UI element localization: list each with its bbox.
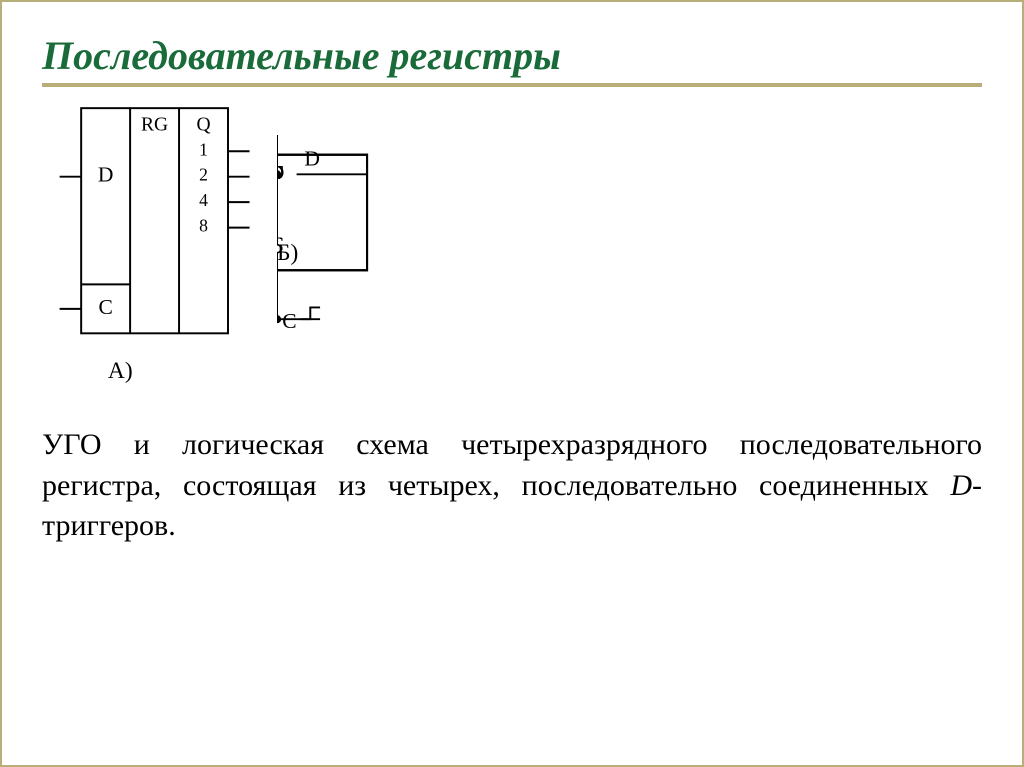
svg-text:D: D <box>305 147 321 171</box>
svg-text:2: 2 <box>199 165 208 185</box>
svg-text:D: D <box>98 163 114 187</box>
svg-text:А): А) <box>108 358 133 384</box>
title-rule <box>42 83 982 87</box>
svg-text:4: 4 <box>199 190 208 210</box>
svg-text:C: C <box>98 295 112 319</box>
description-text: УГО и логическая схема четырехразрядного… <box>42 425 982 547</box>
ugo-diagram: RG D C Q 1 2 4 8 А) <box>42 105 267 405</box>
svg-text:C: C <box>282 309 296 333</box>
svg-text:RG: RG <box>141 114 168 135</box>
desc-a: УГО и логическая схема четырехразрядного… <box>42 428 982 502</box>
svg-text:Б): Б) <box>277 240 298 266</box>
svg-text:1: 1 <box>199 139 208 159</box>
svg-text:Q: Q <box>196 114 210 135</box>
schematic-diagram: DCDTCQ1DTCQ2DTCQ4DTCQ8Б) <box>277 105 982 365</box>
svg-text:8: 8 <box>199 216 208 236</box>
page-title: Последовательные регистры <box>42 32 982 79</box>
desc-italic: D <box>950 469 972 502</box>
